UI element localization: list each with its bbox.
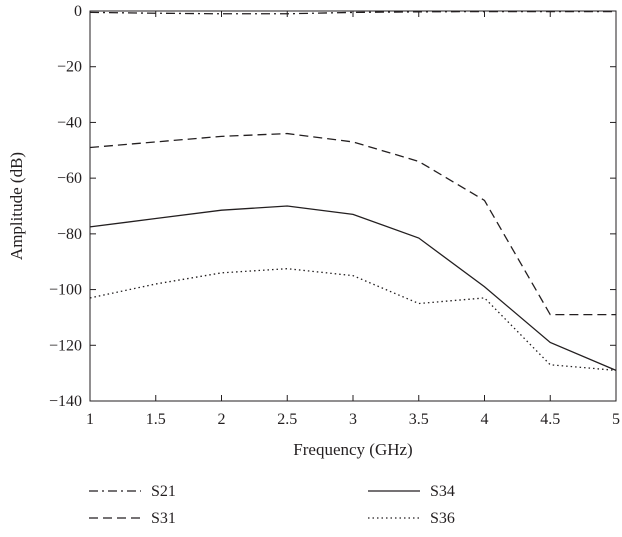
plot-frame bbox=[89, 10, 617, 402]
series-lines bbox=[89, 10, 617, 372]
y-tick-label: −100 bbox=[49, 282, 82, 299]
legend-label-s36: S36 bbox=[430, 510, 455, 527]
axis-ticks: 1 1.5 2 2.5 3 3.5 4 4.5 5 0 −20 −40 −60 −80 −100 −120 −1… bbox=[49, 3, 620, 428]
y-tick-label: −20 bbox=[57, 59, 82, 76]
y-axis-label: Amplitude (dB) bbox=[7, 152, 26, 260]
x-tick-label: 4 bbox=[481, 411, 489, 428]
y-tick-label: −40 bbox=[57, 114, 82, 131]
y-tick-label: −80 bbox=[57, 226, 82, 243]
series-line-s34 bbox=[89, 205, 617, 371]
legend-label-s21: S21 bbox=[151, 483, 176, 500]
x-tick-label: 1.5 bbox=[146, 411, 166, 428]
x-tick-label: 3.5 bbox=[409, 411, 429, 428]
x-tick-label: 2.5 bbox=[277, 411, 297, 428]
x-axis-label: Frequency (GHz) bbox=[293, 440, 412, 459]
x-tick-label: 1 bbox=[86, 411, 94, 428]
series-line-s21 bbox=[89, 10, 616, 15]
y-tick-label: −120 bbox=[49, 337, 82, 354]
series-line-s31 bbox=[89, 132, 616, 316]
legend-label-s31: S31 bbox=[151, 510, 176, 527]
y-tick-label: 0 bbox=[74, 3, 82, 20]
y-tick-label: −140 bbox=[49, 393, 82, 410]
x-tick-label: 4.5 bbox=[540, 411, 560, 428]
series-line-s36 bbox=[89, 268, 617, 372]
x-tick-label: 5 bbox=[612, 411, 620, 428]
y-tick-label: −60 bbox=[57, 170, 82, 187]
legend-label-s34: S34 bbox=[430, 483, 455, 500]
x-tick-label: 3 bbox=[349, 411, 357, 428]
legend: S21 S31 S34 S36 bbox=[89, 483, 455, 527]
x-tick-label: 2 bbox=[218, 411, 226, 428]
